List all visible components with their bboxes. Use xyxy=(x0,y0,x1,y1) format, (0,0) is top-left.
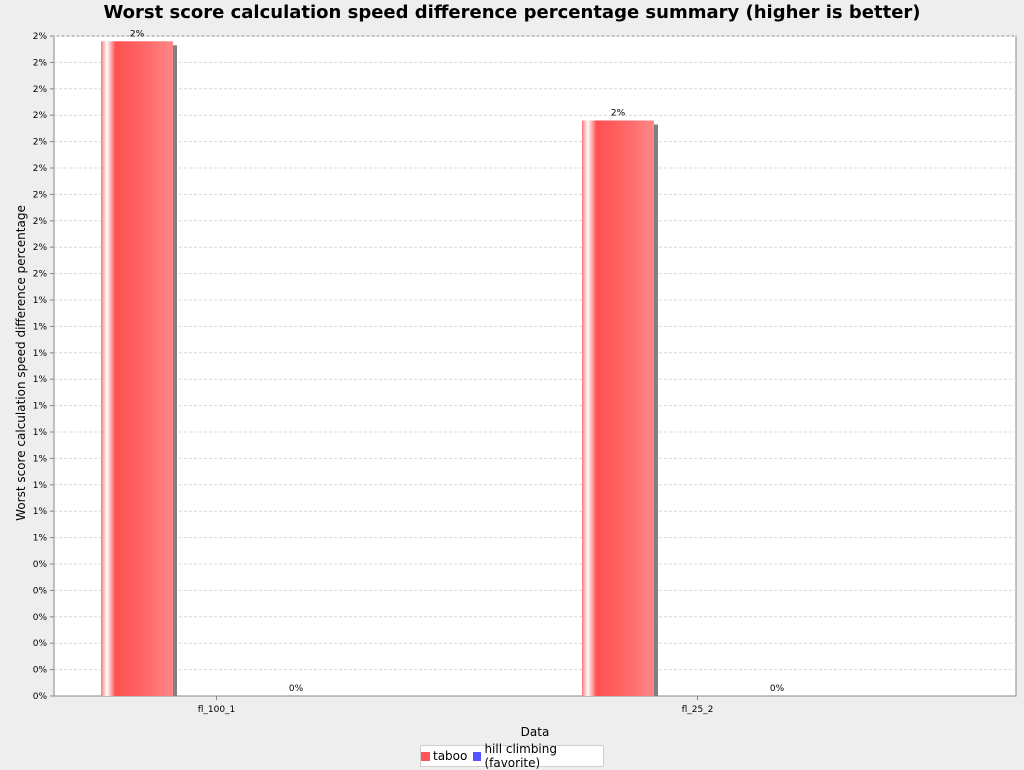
bar-taboo-fl_25_2 xyxy=(582,120,654,697)
bar-taboo-fl_100_1 xyxy=(101,41,173,696)
y-tick-label: 1% xyxy=(33,296,48,306)
y-tick-label: 0% xyxy=(33,639,48,649)
y-tick-label: 1% xyxy=(33,349,48,359)
legend-item-hill-climbing: hill climbing (favorite) xyxy=(473,742,603,770)
y-tick-label: 1% xyxy=(33,375,48,385)
chart-title: Worst score calculation speed difference… xyxy=(103,2,921,23)
chart-svg: 0%0%0%0%0%0%1%1%1%1%1%1%1%1%1%1%2%2%2%2%… xyxy=(14,29,1017,739)
y-tick-label: 1% xyxy=(33,481,48,491)
y-tick-label: 1% xyxy=(33,534,48,544)
legend-item-taboo: taboo xyxy=(421,749,467,763)
legend: taboo hill climbing (favorite) xyxy=(420,742,604,770)
y-tick-label: 0% xyxy=(33,560,48,570)
y-tick-label: 2% xyxy=(33,164,48,174)
y-tick-label: 0% xyxy=(33,613,48,623)
y-tick-label: 2% xyxy=(33,217,48,227)
y-tick-label: 2% xyxy=(33,32,48,42)
bar-value-label: 2% xyxy=(130,29,145,39)
y-axis-ticks: 0% 0% 0% 0% 0% 0% 1% 1% 1% 1% 1% 1% 1% 1% 1% 1% 2% 2% 2% 2%… xyxy=(33,32,54,702)
y-tick-label: 0% xyxy=(33,586,48,596)
legend-swatch-hill-climbing xyxy=(473,751,482,761)
y-tick-label: 2% xyxy=(33,243,48,253)
x-tick-label: fl_25_2 xyxy=(682,705,714,715)
y-tick-label: 2% xyxy=(33,85,48,95)
legend-swatch-taboo xyxy=(421,751,430,761)
y-axis-label: Worst score calculation speed difference… xyxy=(14,205,28,521)
y-tick-label: 0% xyxy=(33,666,48,676)
y-tick-label: 2% xyxy=(33,138,48,148)
y-tick-label: 1% xyxy=(33,507,48,517)
y-tick-label: 1% xyxy=(33,322,48,332)
y-tick-label: 2% xyxy=(33,190,48,200)
bar-value-label: 0% xyxy=(770,684,785,694)
y-tick-label: 1% xyxy=(33,402,48,412)
bar-value-label: 0% xyxy=(289,684,304,694)
y-tick-label: 1% xyxy=(33,454,48,464)
y-tick-label: 2% xyxy=(33,58,48,68)
y-tick-label: 2% xyxy=(33,270,48,280)
y-tick-label: 2% xyxy=(33,111,48,121)
legend-label-hill-climbing: hill climbing (favorite) xyxy=(484,742,557,770)
bar-value-label: 2% xyxy=(611,108,626,118)
x-axis-ticks: fl_100_1 fl_25_2 xyxy=(198,696,714,715)
grid-layer xyxy=(54,35,1016,671)
x-axis-label: Data xyxy=(521,725,550,739)
y-tick-label: 0% xyxy=(33,692,48,702)
bars-layer: 2% 0% 2% 0% xyxy=(101,29,785,697)
y-tick-label: 1% xyxy=(33,428,48,438)
x-tick-label: fl_100_1 xyxy=(198,705,236,715)
legend-label-taboo: taboo xyxy=(433,749,468,763)
plot-area xyxy=(53,35,1017,697)
